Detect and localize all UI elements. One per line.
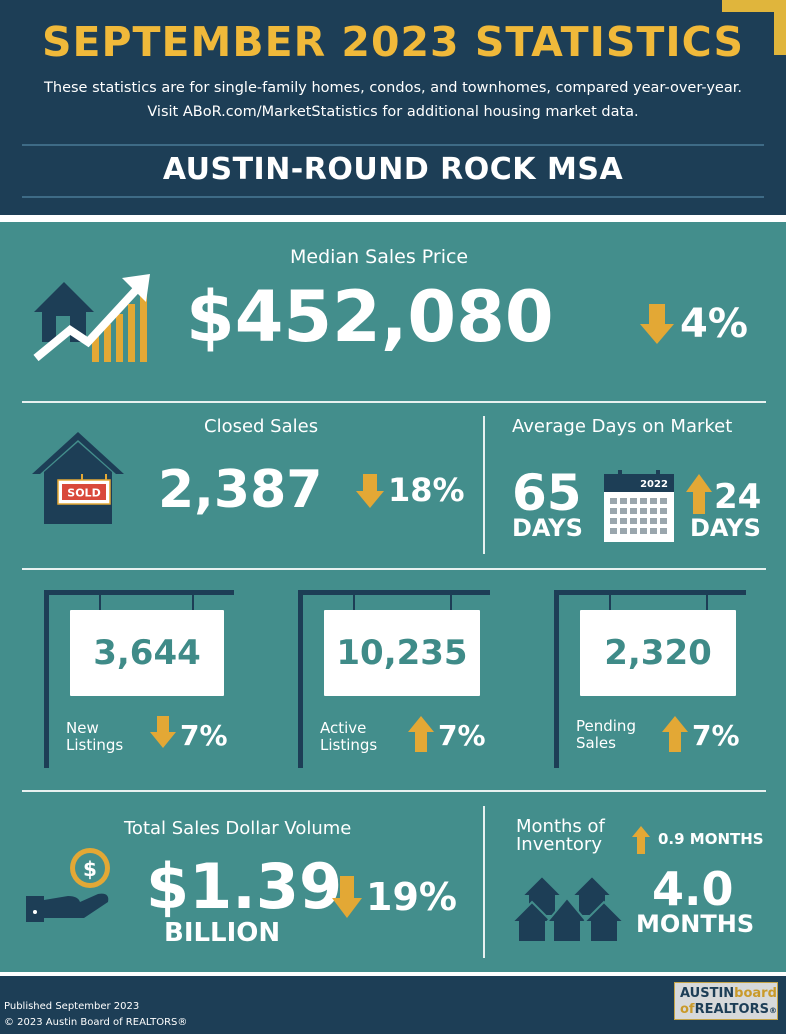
inventory-label-2: Inventory: [516, 834, 602, 855]
page-title: SEPTEMBER 2023 STATISTICS: [41, 18, 745, 66]
closed-sales-change: 18%: [388, 471, 465, 509]
svg-text:$: $: [83, 857, 97, 881]
corner-accent: [722, 0, 786, 12]
closed-sales-value: 2,387: [158, 460, 323, 520]
arrow-down-icon: [356, 474, 384, 508]
new-listings-label-2: Listings: [66, 736, 124, 754]
header-divider-bottom: [22, 196, 764, 198]
arrow-up-icon: [632, 826, 650, 854]
sold-house-icon: SOLD: [32, 432, 124, 524]
sign-chain: [99, 595, 101, 611]
new-listings-label-1: New: [66, 719, 99, 737]
dollar-volume-change: 19%: [366, 875, 457, 919]
arrow-down-icon: [640, 304, 674, 344]
sign-chain: [353, 595, 355, 611]
row-divider-3: [22, 790, 766, 792]
median-price-value: $452,080: [186, 276, 554, 358]
active-listings-board: 10,235: [324, 610, 480, 696]
days-change: 24: [714, 477, 762, 517]
footer-band: [0, 976, 786, 1034]
active-listings-label-1: Active: [320, 719, 367, 737]
sign-arm: [554, 590, 746, 595]
sign-post: [298, 590, 303, 768]
sign-post: [554, 590, 559, 768]
days-unit: DAYS: [512, 514, 583, 542]
active-listings-value: 10,235: [336, 633, 468, 673]
inventory-change: 0.9 MONTHS: [658, 830, 764, 848]
pending-sales-value: 2,320: [604, 633, 712, 673]
logo-line-2: ofREALTORS®: [680, 1002, 777, 1017]
calendar-icon: 2022: [604, 470, 674, 542]
calendar-year: 2022: [640, 479, 668, 490]
sign-chain: [609, 595, 611, 611]
region-title: AUSTIN-ROUND ROCK MSA: [162, 152, 624, 187]
median-price-label: Median Sales Price: [290, 246, 469, 268]
inventory-value: 4.0: [652, 862, 734, 916]
arrow-up-icon: [408, 716, 434, 752]
dollar-volume-label: Total Sales Dollar Volume: [124, 818, 352, 839]
published-date: Published September 2023: [4, 1001, 140, 1012]
arrow-up-icon: [662, 716, 688, 752]
money-hand-icon: $: [26, 848, 110, 922]
sign-chain: [706, 595, 708, 611]
new-listings-value: 3,644: [93, 633, 201, 673]
subtitle-line-2: Visit ABoR.com/MarketStatistics for addi…: [147, 104, 639, 120]
sign-arm: [298, 590, 490, 595]
pending-sales-label-2: Sales: [576, 734, 616, 752]
column-divider-1: [483, 416, 485, 554]
arrow-down-icon: [332, 876, 362, 918]
days-change-unit: DAYS: [690, 514, 761, 542]
house-growth-icon: [33, 274, 150, 362]
header-band: [0, 0, 786, 215]
abor-logo: AUSTINboard ofREALTORS®: [674, 982, 778, 1020]
median-price-change: 4%: [680, 301, 748, 347]
copyright: © 2023 Austin Board of REALTORS®: [4, 1017, 188, 1028]
dollar-volume-unit: BILLION: [164, 918, 281, 948]
pending-sales-label-1: Pending: [576, 717, 636, 735]
inventory-label-1: Months of: [516, 816, 605, 837]
new-listings-board: 3,644: [70, 610, 224, 696]
new-listings-change: 7%: [180, 719, 228, 752]
pending-sales-board: 2,320: [580, 610, 736, 696]
active-listings-label-2: Listings: [320, 736, 378, 754]
arrow-down-icon: [150, 716, 176, 748]
houses-icon: [512, 874, 624, 943]
arrow-up-icon: [686, 474, 712, 514]
dollar-volume-value: $1.39: [146, 850, 343, 923]
subtitle-line-1: These statistics are for single-family h…: [44, 80, 742, 96]
column-divider-2: [483, 806, 485, 958]
row-divider-1: [22, 401, 766, 403]
sign-arm: [44, 590, 234, 595]
inventory-unit: MONTHS: [636, 910, 755, 938]
closed-sales-label: Closed Sales: [204, 416, 319, 437]
corner-accent-vertical: [774, 0, 786, 55]
sold-sign-text: SOLD: [67, 487, 100, 500]
logo-line-1: AUSTINboard: [680, 986, 777, 1001]
header-divider-top: [22, 144, 764, 146]
days-value: 65: [512, 464, 582, 522]
sign-chain: [192, 595, 194, 611]
row-divider-2: [22, 568, 766, 570]
days-on-market-label: Average Days on Market: [512, 416, 733, 437]
active-listings-change: 7%: [438, 719, 486, 752]
sign-post: [44, 590, 49, 768]
pending-sales-change: 7%: [692, 719, 740, 752]
sign-chain: [450, 595, 452, 611]
